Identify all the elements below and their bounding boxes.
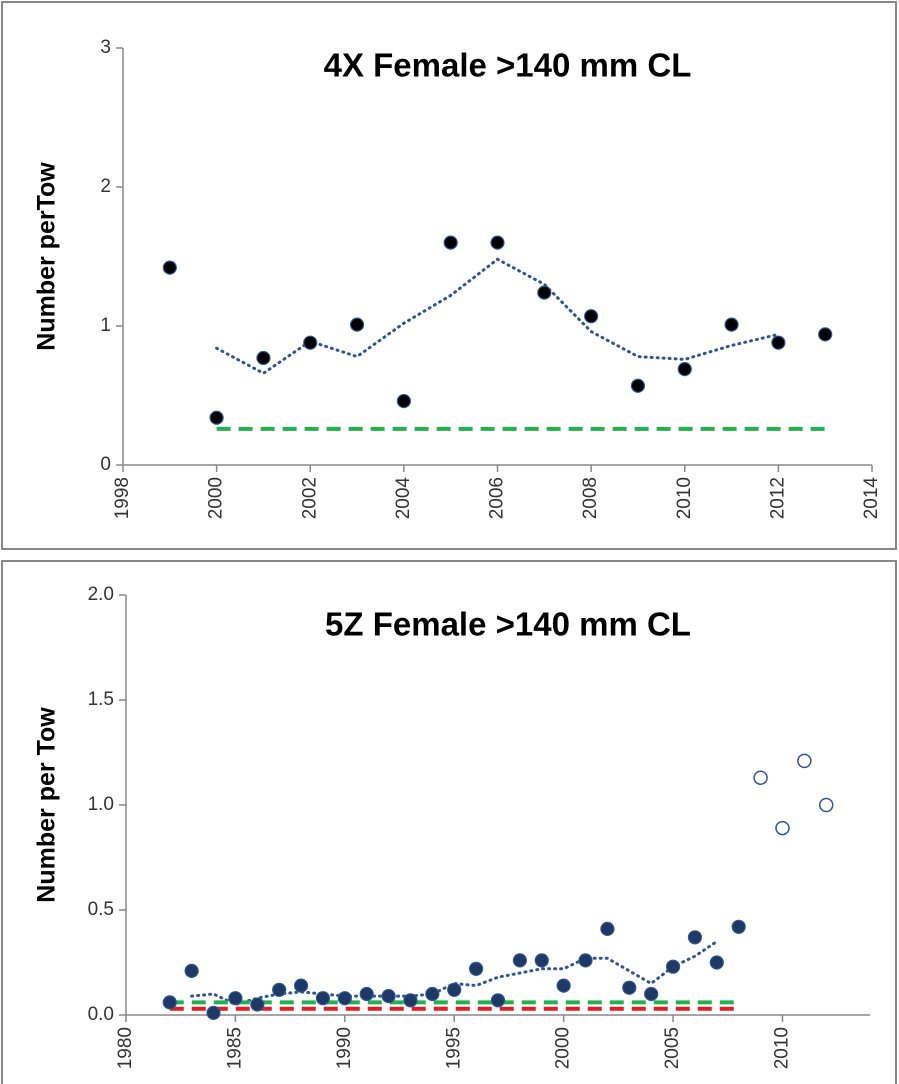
x-tick-label: 2002 (299, 477, 320, 519)
data-point (753, 770, 768, 785)
x-tick-label: 1990 (334, 1027, 355, 1069)
data-point (687, 930, 703, 945)
data-point (644, 986, 659, 1002)
data-point (381, 988, 396, 1004)
y-tick-label: 1 (100, 315, 111, 336)
x-tick-label: 2012 (767, 477, 788, 519)
chart-title: 4X Female >140 mm CL (324, 47, 692, 84)
data-point (447, 982, 462, 997)
panel-frame (1, 1, 897, 550)
data-point (162, 260, 177, 275)
x-tick-label: 1995 (443, 1027, 464, 1069)
y-tick-label: 3 (100, 37, 111, 58)
x-tick-label: 1998 (112, 477, 133, 519)
x-tick-label: 2010 (674, 477, 695, 519)
x-tick-label: 1980 (115, 1027, 136, 1069)
data-point (250, 997, 265, 1012)
x-tick-label: 2005 (662, 1027, 683, 1069)
data-point (622, 980, 637, 995)
data-point (206, 1005, 221, 1021)
data-point (578, 953, 593, 968)
y-tick-label: 2 (100, 176, 111, 197)
y-tick-label: 0 (100, 454, 111, 475)
data-point (293, 978, 309, 993)
y-axis-label: Number perTow (33, 162, 61, 351)
data-point (724, 317, 739, 332)
data-point (162, 995, 177, 1010)
data-point (403, 993, 418, 1008)
data-point (228, 991, 243, 1006)
x-tick-label: 2008 (580, 477, 601, 519)
data-point (797, 753, 812, 769)
data-point (396, 393, 411, 409)
y-tick-label: 0.5 (88, 899, 114, 920)
data-point (512, 953, 527, 968)
x-tick-label: 2010 (771, 1027, 792, 1069)
panel-frame (1, 560, 897, 1084)
x-tick-label: 2014 (861, 477, 882, 520)
x-tick-label: 1985 (224, 1027, 245, 1069)
data-point (630, 378, 646, 393)
data-point (818, 327, 833, 342)
data-point (469, 961, 484, 976)
x-tick-label: 2000 (206, 477, 227, 519)
chart-title: 5Z Female >140 mm CL (325, 606, 691, 643)
data-point (771, 335, 786, 350)
x-tick-label: 2006 (487, 477, 508, 519)
data-point (584, 309, 599, 324)
data-point (665, 959, 681, 974)
y-tick-label: 2.0 (88, 584, 114, 605)
data-point (349, 317, 365, 332)
data-point (556, 978, 571, 993)
data-point (490, 235, 505, 250)
data-point (315, 991, 331, 1006)
data-point (490, 993, 506, 1008)
data-point (537, 285, 552, 300)
x-tick-label: 2004 (393, 477, 414, 520)
data-point (184, 963, 199, 979)
y-tick-label: 0.0 (88, 1004, 114, 1025)
data-point (709, 955, 724, 970)
data-point (209, 410, 224, 425)
data-point (337, 991, 352, 1006)
data-point (775, 820, 790, 836)
x-tick-label: 2000 (553, 1027, 574, 1069)
data-point (359, 986, 374, 1002)
y-tick-label: 1.5 (88, 689, 114, 710)
data-point (303, 335, 318, 350)
data-point (731, 919, 746, 934)
data-point (818, 797, 834, 813)
data-point (425, 986, 440, 1002)
data-point (443, 235, 458, 250)
data-point (256, 350, 271, 366)
data-point (677, 361, 692, 377)
data-point (600, 921, 615, 937)
y-axis-label: Number per Tow (33, 707, 61, 903)
data-point (534, 953, 549, 968)
data-point (272, 982, 287, 997)
y-tick-label: 1.0 (88, 794, 114, 815)
